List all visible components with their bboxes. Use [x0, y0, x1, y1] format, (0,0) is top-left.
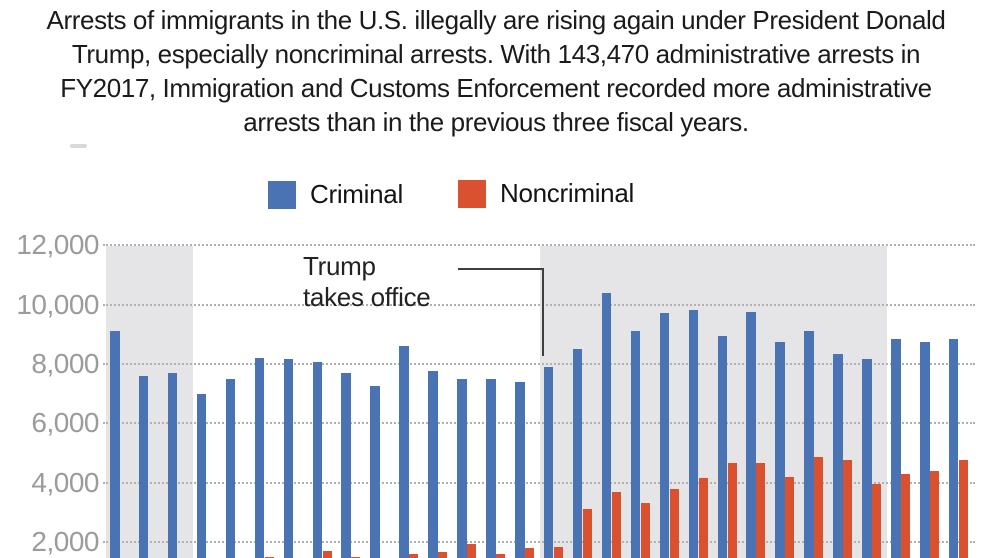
noncriminal-bar — [525, 548, 535, 558]
shaded-year-band — [539, 246, 888, 558]
criminal-bar — [110, 331, 120, 558]
legend-item-noncriminal: Noncriminal — [458, 178, 634, 209]
noncriminal-bar — [582, 509, 592, 558]
noncriminal-bar — [351, 556, 361, 558]
legend-label-criminal: Criminal — [310, 179, 403, 209]
noncriminal-bar — [467, 543, 477, 558]
y-axis-tick-label: 10,000 — [16, 288, 99, 320]
intro-line: arrests than in the previous three fisca… — [243, 107, 749, 137]
criminal-bar — [428, 371, 438, 558]
criminal-color-swatch — [268, 180, 296, 209]
intro-line: Arrests of immigrants in the U.S. illega… — [46, 5, 946, 35]
noncriminal-bar — [496, 553, 506, 558]
noncriminal-bar — [901, 473, 911, 558]
criminal-bar — [341, 372, 351, 558]
noncriminal-bar — [958, 460, 968, 558]
criminal-bar — [167, 372, 178, 558]
noncriminal-bar — [843, 460, 853, 558]
criminal-bar — [486, 378, 496, 558]
annotation-connector-line — [458, 268, 544, 356]
noncriminal-bar — [698, 478, 708, 558]
y-axis-tick-label: 2,000 — [31, 526, 99, 558]
noncriminal-bar — [438, 552, 448, 558]
criminal-bar — [891, 338, 901, 558]
gridline — [103, 481, 975, 484]
y-axis-tick-label: 12,000 — [16, 229, 99, 261]
criminal-bar — [920, 341, 930, 558]
criminal-bar — [804, 331, 814, 558]
annotation-line-1: Trump — [303, 251, 376, 281]
annotation-line-2: takes office — [303, 282, 431, 312]
noncriminal-bar — [872, 484, 882, 558]
criminal-bar — [196, 393, 207, 558]
cropped-text-artifact — [70, 144, 87, 148]
noncriminal-bar — [785, 476, 795, 558]
criminal-bar — [254, 357, 265, 558]
criminal-bar — [630, 331, 641, 558]
criminal-bar — [688, 310, 699, 558]
noncriminal-bar — [930, 470, 940, 558]
gridline — [103, 362, 975, 365]
criminal-bar — [312, 362, 323, 558]
y-axis-tick-label: 4,000 — [31, 466, 99, 498]
intro-line: Trump, especially noncriminal arrests. W… — [71, 39, 921, 69]
intro-text: Arrests of immigrants in the U.S. illega… — [0, 3, 992, 139]
gridline — [103, 244, 975, 247]
criminal-bar — [457, 378, 467, 558]
y-axis-tick-label: 8,000 — [31, 347, 99, 379]
noncriminal-bar — [322, 551, 332, 558]
noncriminal-bar — [814, 457, 824, 558]
annotation-trump-takes-office: Trump takes office — [303, 251, 431, 313]
criminal-bar — [138, 375, 149, 558]
noncriminal-bar — [640, 503, 650, 558]
criminal-bar — [833, 353, 843, 558]
criminal-bar — [601, 292, 612, 558]
noncriminal-bar — [553, 546, 563, 558]
criminal-bar — [862, 359, 872, 558]
criminal-bar — [370, 386, 380, 558]
noncriminal-bar — [756, 463, 766, 558]
criminal-bar — [283, 359, 294, 558]
gridline — [103, 422, 975, 425]
criminal-bar — [515, 381, 525, 558]
legend-label-noncriminal: Noncriminal — [500, 178, 634, 208]
criminal-bar — [775, 341, 785, 558]
noncriminal-bar — [264, 556, 274, 558]
criminal-bar — [659, 313, 670, 558]
noncriminal-bar — [611, 491, 621, 558]
criminal-bar — [746, 311, 756, 558]
gridline — [103, 541, 975, 544]
noncriminal-bar — [669, 488, 679, 558]
noncriminal-bar — [409, 553, 419, 558]
shaded-year-band — [106, 246, 193, 558]
criminal-bar — [399, 346, 409, 558]
criminal-bar — [572, 349, 583, 558]
noncriminal-bar — [727, 463, 737, 558]
gridline — [103, 303, 975, 306]
noncriminal-color-swatch — [458, 179, 486, 208]
criminal-bar — [948, 338, 959, 558]
y-axis-tick-label: 6,000 — [31, 407, 99, 439]
criminal-bar — [225, 378, 236, 558]
legend-item-criminal: Criminal — [268, 179, 403, 210]
criminal-bar — [717, 335, 728, 558]
intro-line: FY2017, Immigration and Customs Enforcem… — [60, 73, 932, 103]
criminal-bar — [543, 366, 554, 558]
